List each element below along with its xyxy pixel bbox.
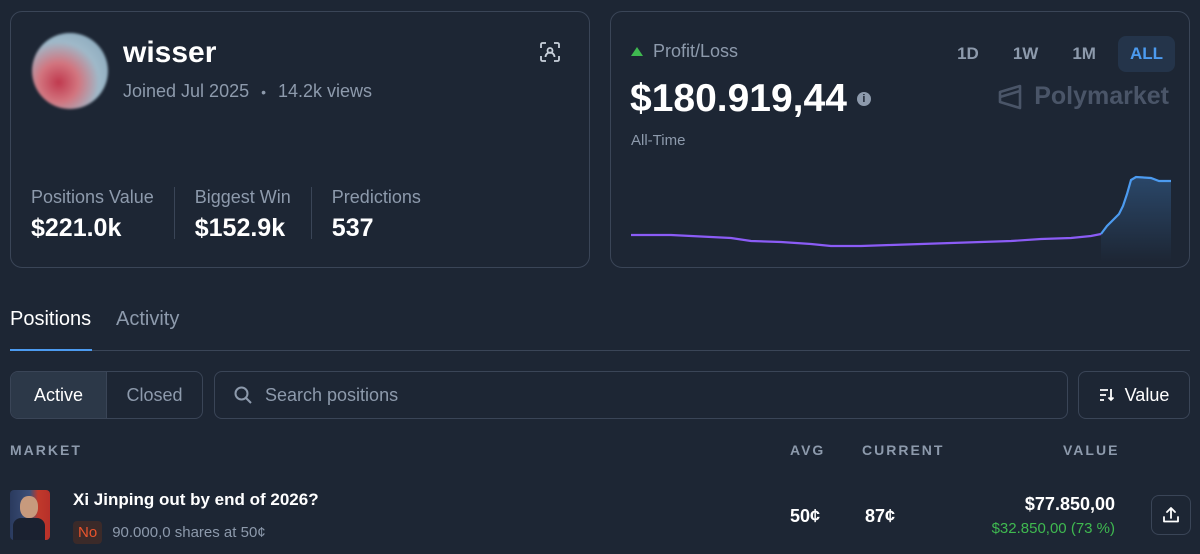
avg-price: 50¢ bbox=[790, 506, 821, 526]
stat-predictions: Predictions 537 bbox=[331, 187, 441, 242]
market-subtitle: No 90.000,0 shares at 50¢ bbox=[73, 521, 266, 544]
position-value: $77.850,00 $32.850,00 (73 %) bbox=[992, 494, 1115, 537]
header-avg: AVG bbox=[790, 442, 826, 458]
pnl-card: Profit/Loss 1D 1W 1M ALL $180.919,44 i A… bbox=[610, 11, 1190, 268]
market-image bbox=[10, 490, 50, 540]
sort-icon bbox=[1099, 389, 1114, 402]
header-current: CURRENT bbox=[862, 442, 945, 458]
stat-value: $221.0k bbox=[31, 214, 122, 242]
sort-button[interactable]: Value bbox=[1078, 371, 1190, 419]
pnl-line-late bbox=[1100, 175, 1171, 235]
share-button[interactable] bbox=[1151, 495, 1191, 535]
joined-date: Joined Jul 2025 bbox=[123, 81, 250, 101]
polymarket-icon bbox=[998, 84, 1022, 109]
market-title[interactable]: Xi Jinping out by end of 2026? bbox=[73, 490, 319, 509]
pnl-line-early bbox=[631, 232, 1102, 248]
range-tab-all[interactable]: ALL bbox=[1117, 36, 1175, 72]
search-box bbox=[214, 371, 1068, 419]
status-toggle: Active Closed bbox=[10, 371, 203, 419]
brand-name: Polymarket bbox=[1034, 82, 1169, 110]
profile-meta: Joined Jul 2025 • 14.2k views bbox=[123, 81, 372, 102]
pnl-amount: $180.919,44 bbox=[630, 77, 847, 120]
stat-positions-value: Positions Value $221.0k bbox=[31, 187, 175, 242]
pnl-chart bbox=[631, 175, 1171, 262]
info-icon[interactable]: i bbox=[856, 92, 871, 106]
stat-value: 537 bbox=[331, 214, 374, 242]
current-price: 87¢ bbox=[865, 506, 896, 526]
pnl-value: $180.919,44 i bbox=[630, 77, 871, 121]
positions-tabs: Positions Activity bbox=[10, 296, 1190, 351]
active-filter-button[interactable]: Active bbox=[11, 372, 106, 418]
header-market: MARKET bbox=[10, 442, 82, 458]
stat-label: Biggest Win bbox=[194, 187, 291, 207]
profile-stats: Positions Value $221.0k Biggest Win $152… bbox=[31, 187, 461, 242]
meta-separator: • bbox=[261, 83, 267, 100]
sort-label: Value bbox=[1124, 384, 1170, 405]
stat-label: Positions Value bbox=[31, 187, 154, 207]
range-tab-1d[interactable]: 1D bbox=[957, 44, 979, 63]
view-count: 14.2k views bbox=[278, 81, 373, 101]
polymarket-logo: Polymarket bbox=[996, 82, 1169, 111]
scan-icon[interactable] bbox=[539, 41, 561, 63]
range-tab-1w[interactable]: 1W bbox=[1012, 44, 1039, 63]
username: wisser bbox=[123, 36, 217, 69]
shares-info: 90.000,0 shares at 50¢ bbox=[112, 524, 266, 541]
value-amount: $77.850,00 bbox=[1024, 494, 1115, 514]
avatar bbox=[32, 33, 108, 109]
range-tab-1m[interactable]: 1M bbox=[1072, 44, 1096, 63]
pnl-period: All-Time bbox=[631, 132, 686, 149]
active-tab-indicator bbox=[10, 349, 92, 351]
outcome-badge: No bbox=[73, 521, 103, 544]
range-tabs: 1D 1W 1M ALL bbox=[935, 36, 1175, 72]
value-pnl: $32.850,00 (73 %) bbox=[991, 520, 1115, 537]
tab-activity[interactable]: Activity bbox=[116, 308, 180, 330]
stat-value: $152.9k bbox=[194, 214, 286, 242]
share-icon bbox=[1163, 507, 1179, 523]
stat-biggest-win: Biggest Win $152.9k bbox=[194, 187, 312, 242]
header-value: VALUE bbox=[1063, 442, 1120, 458]
search-input[interactable] bbox=[265, 384, 1045, 406]
closed-filter-button[interactable]: Closed bbox=[106, 372, 202, 418]
stat-label: Predictions bbox=[331, 187, 421, 207]
pnl-title: Profit/Loss bbox=[631, 41, 738, 62]
table-row[interactable]: Xi Jinping out by end of 2026? No 90.000… bbox=[10, 484, 1191, 554]
profile-card: wisser Joined Jul 2025 • 14.2k views Pos… bbox=[10, 11, 590, 268]
search-icon bbox=[234, 386, 252, 404]
pnl-title-label: Profit/Loss bbox=[653, 41, 739, 61]
up-arrow-icon bbox=[631, 47, 643, 56]
tab-positions[interactable]: Positions bbox=[10, 308, 92, 330]
